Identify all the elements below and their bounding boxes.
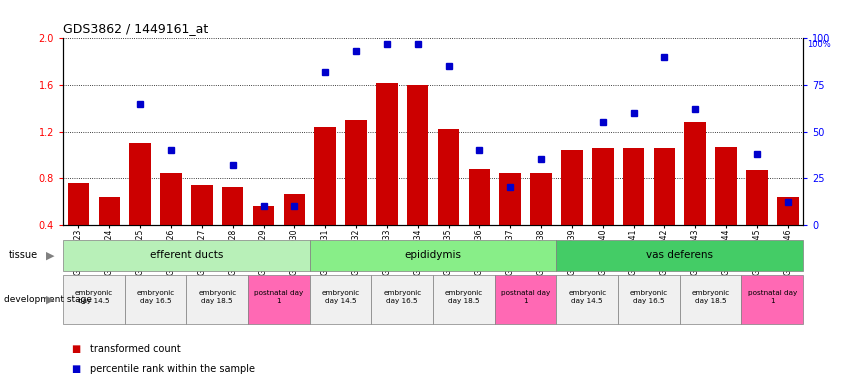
Bar [222, 187, 243, 271]
Bar [557, 275, 618, 324]
Bar [372, 275, 433, 324]
Text: ■: ■ [71, 364, 81, 374]
Bar [557, 240, 803, 271]
Bar [67, 183, 89, 271]
Text: embryonic
day 18.5: embryonic day 18.5 [445, 290, 483, 304]
Text: postnatal day
1: postnatal day 1 [254, 290, 304, 304]
Text: development stage: development stage [4, 295, 93, 304]
Bar [309, 275, 372, 324]
Text: ▶: ▶ [46, 250, 55, 260]
Bar [653, 148, 675, 271]
Text: embryonic
day 14.5: embryonic day 14.5 [75, 290, 113, 304]
Bar [191, 185, 213, 271]
Text: embryonic
day 14.5: embryonic day 14.5 [569, 290, 606, 304]
Bar [561, 150, 583, 271]
Bar [437, 129, 459, 271]
Bar [283, 194, 305, 271]
Bar [592, 148, 613, 271]
Bar [376, 83, 398, 271]
Text: efferent ducts: efferent ducts [150, 250, 223, 260]
Bar [187, 275, 248, 324]
Bar [124, 275, 187, 324]
Text: epididymis: epididymis [405, 250, 462, 260]
Bar [98, 197, 120, 271]
Bar [468, 169, 490, 271]
Bar [407, 85, 428, 271]
Bar [315, 127, 336, 271]
Text: postnatal day
1: postnatal day 1 [748, 290, 797, 304]
Text: embryonic
day 14.5: embryonic day 14.5 [321, 290, 360, 304]
Bar [777, 197, 798, 271]
Bar [530, 174, 552, 271]
Bar [618, 275, 680, 324]
Text: embryonic
day 18.5: embryonic day 18.5 [691, 290, 730, 304]
Bar [746, 170, 768, 271]
Text: embryonic
day 16.5: embryonic day 16.5 [136, 290, 175, 304]
Bar [309, 240, 557, 271]
Bar [495, 275, 557, 324]
Text: GDS3862 / 1449161_at: GDS3862 / 1449161_at [63, 22, 209, 35]
Bar [742, 275, 803, 324]
Text: 100%: 100% [807, 40, 831, 49]
Text: postnatal day
1: postnatal day 1 [501, 290, 550, 304]
Bar [433, 275, 495, 324]
Bar [252, 206, 274, 271]
Text: embryonic
day 16.5: embryonic day 16.5 [630, 290, 668, 304]
Text: ■: ■ [71, 344, 81, 354]
Bar [63, 240, 309, 271]
Text: embryonic
day 18.5: embryonic day 18.5 [198, 290, 236, 304]
Bar [63, 275, 124, 324]
Bar [500, 174, 521, 271]
Text: percentile rank within the sample: percentile rank within the sample [90, 364, 255, 374]
Text: embryonic
day 16.5: embryonic day 16.5 [383, 290, 421, 304]
Text: ▶: ▶ [46, 295, 55, 305]
Bar [345, 120, 367, 271]
Text: transformed count: transformed count [90, 344, 181, 354]
Bar [160, 174, 182, 271]
Text: vas deferens: vas deferens [646, 250, 713, 260]
Bar [685, 122, 706, 271]
Text: tissue: tissue [8, 250, 38, 260]
Bar [248, 275, 309, 324]
Bar [715, 147, 737, 271]
Bar [680, 275, 742, 324]
Bar [622, 148, 644, 271]
Bar [130, 143, 151, 271]
